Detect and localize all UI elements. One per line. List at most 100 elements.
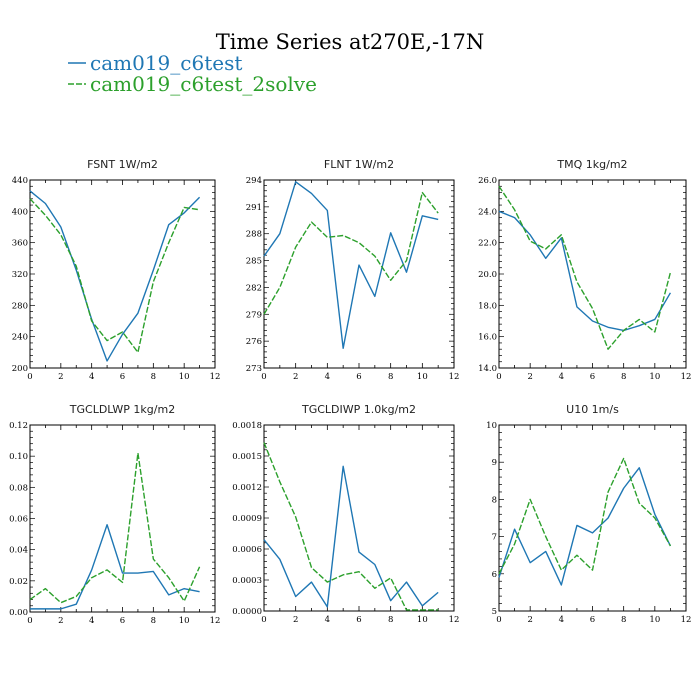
y-tick-label: 5 [492,607,497,617]
x-tick-label: 2 [58,372,63,382]
y-tick-label: 20.0 [478,270,497,280]
y-tick-label: 279 [246,310,262,320]
series-line-cam019-c6test [498,467,672,586]
series-line-cam019-c6test-2solve [263,442,439,611]
x-tick-label: 6 [590,615,595,625]
x-tick-label: 10 [417,372,428,382]
legend: cam019_c6test cam019_c6test_2solve [68,51,317,96]
x-tick-label: 8 [388,615,393,625]
x-tick-label: 4 [89,616,94,626]
x-tick-label: 6 [120,616,125,626]
panel-0: FSNT 1W/m2 0 2 4 6 8 10 12 200 240 280 320 360 400 440 [12,158,221,382]
x-tick-label: 6 [120,372,125,382]
x-tick-label: 8 [151,372,156,382]
plot-frame [498,424,687,612]
plot-frame [263,179,455,369]
series-line-cam019-c6test [30,524,200,610]
y-tick-label: 9 [492,458,497,468]
y-tick-label: 0.10 [9,452,28,462]
x-tick-label: 8 [388,372,393,382]
legend-label-cam019-c6test-2solve: cam019_c6test_2solve [90,72,317,96]
y-tick-label: 6 [492,570,497,580]
y-tick-label: 18.0 [478,301,497,311]
y-tick-label: 291 [246,203,262,213]
x-tick-label: 10 [649,372,660,382]
y-tick-label: 360 [12,239,28,249]
panel-title: TGCLDLWP 1kg/m2 [69,403,175,416]
panel-2: TMQ 1kg/m2 0 2 4 6 8 10 12 14.0 16.0 18.0 20.0 22.0 2… [478,158,691,382]
panel-3: TGCLDLWP 1kg/m2 0 2 4 6 8 10 12 0.00 0.02 0.04 0.06… [9,403,220,626]
figure-title: Time Series at270E,-17N [216,30,484,54]
y-tick-label: 285 [246,257,262,267]
x-tick-label: 6 [356,615,361,625]
y-tick-label: 0.04 [9,546,28,556]
x-tick-label: 4 [559,615,564,625]
legend-label-cam019-c6test: cam019_c6test [90,51,242,75]
plot-frame [498,179,687,369]
x-tick-label: 6 [590,372,595,382]
panel-title: FSNT 1W/m2 [87,158,158,171]
x-tick-label: 10 [417,615,428,625]
panel-4: TGCLDIWP 1.0kg/m2 0 2 4 6 8 10 12 0.0000 0.0003 0.… [232,403,459,625]
series-line-cam019-c6test-2solve [498,457,672,575]
series-line-cam019-c6test [498,210,672,332]
x-tick-label: 12 [449,372,460,382]
x-tick-label: 0 [261,615,266,625]
x-tick-label: 0 [27,616,32,626]
x-tick-label: 12 [681,615,692,625]
y-tick-label: 240 [12,333,28,343]
y-tick-label: 8 [492,495,497,505]
x-tick-label: 4 [325,372,330,382]
x-tick-label: 2 [293,372,298,382]
y-tick-label: 0.0003 [232,576,262,586]
y-tick-label: 440 [12,176,28,186]
y-tick-label: 0.02 [9,577,28,587]
x-tick-label: 4 [559,372,564,382]
series-line-cam019-c6test [263,465,439,608]
x-tick-label: 4 [89,372,94,382]
y-tick-label: 22.0 [478,239,497,249]
y-tick-label: 0.0015 [232,452,262,462]
x-tick-label: 10 [179,616,190,626]
x-tick-label: 2 [58,616,63,626]
x-tick-label: 0 [496,372,501,382]
y-tick-label: 0.0012 [232,483,262,493]
y-tick-label: 280 [12,301,28,311]
y-tick-label: 0.0000 [232,607,262,617]
y-tick-label: 7 [492,533,497,543]
y-tick-label: 0.06 [9,515,28,525]
x-tick-label: 0 [261,372,266,382]
panel-title: TMQ 1kg/m2 [556,158,627,171]
x-tick-label: 8 [621,615,626,625]
panel-title: U10 1m/s [566,403,619,416]
y-tick-label: 288 [246,230,262,240]
x-tick-label: 10 [649,615,660,625]
y-tick-label: 0.00 [9,608,28,618]
x-tick-label: 12 [449,615,460,625]
y-tick-label: 320 [12,270,28,280]
x-tick-label: 8 [621,372,626,382]
y-tick-label: 200 [12,364,28,374]
series-line-cam019-c6test-2solve [498,185,672,350]
y-tick-label: 0.08 [9,483,28,493]
x-tick-label: 4 [325,615,330,625]
panel-5: U10 1m/s 0 2 4 6 8 10 12 5 6 7 8 9 10 [486,403,691,625]
y-tick-label: 10 [486,421,497,431]
y-tick-label: 282 [246,283,262,293]
y-tick-label: 0.0006 [232,545,262,555]
y-tick-label: 26.0 [478,176,497,186]
x-tick-label: 8 [151,616,156,626]
x-tick-label: 2 [527,372,532,382]
panel-title: TGCLDIWP 1.0kg/m2 [301,403,416,416]
panels: FSNT 1W/m20 2 4 6 8 10 12200240280320360400440… [9,158,691,626]
plot-frame [29,424,216,613]
x-tick-label: 0 [496,615,501,625]
y-tick-label: 16.0 [478,333,497,343]
x-tick-label: 0 [27,372,32,382]
x-tick-label: 12 [210,616,221,626]
y-tick-label: 14.0 [478,364,497,374]
x-tick-label: 2 [527,615,532,625]
series-line-cam019-c6test-2solve [29,452,201,604]
series-line-cam019-c6test-2solve [263,191,439,315]
